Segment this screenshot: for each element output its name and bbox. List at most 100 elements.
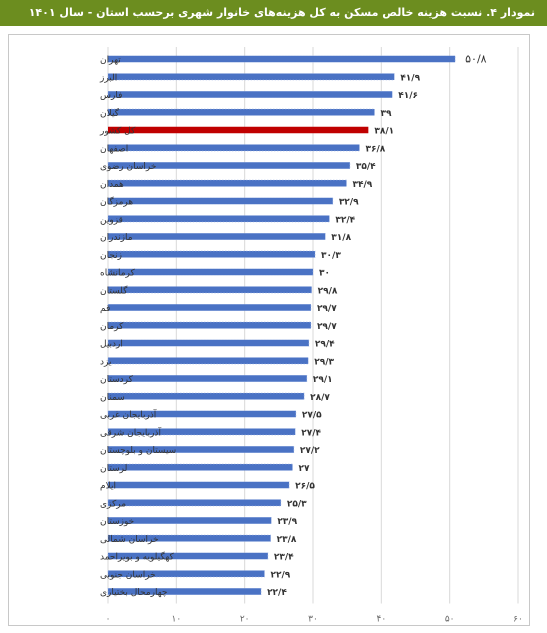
bar (107, 197, 334, 205)
value-label: ۳۲/۴ (335, 215, 355, 225)
category-label: اصفهان (100, 144, 128, 154)
bar (107, 428, 296, 436)
bar (107, 463, 293, 471)
bar (107, 445, 295, 454)
bar (107, 215, 330, 223)
value-label: ۲۶/۵ (295, 482, 315, 492)
value-label: ۲۹/۷ (317, 322, 337, 332)
category-label: ایلام (100, 482, 116, 492)
bar (107, 570, 265, 578)
bar (107, 108, 375, 116)
category-label: خراسان رضوی (100, 162, 156, 172)
category-label: لرستان (100, 464, 127, 474)
bar (107, 286, 312, 294)
value-label: ۲۲/۴ (267, 588, 287, 598)
value-label: ۳۰/۳ (321, 251, 341, 261)
bar (107, 481, 290, 489)
value-label: ۲۳/۸ (277, 535, 297, 545)
value-label: ۲۵/۳ (287, 499, 307, 509)
value-label: ۳۴/۹ (352, 180, 372, 190)
category-label: مازندران (100, 233, 133, 243)
bar (107, 357, 309, 365)
category-label: تهران (100, 56, 121, 66)
x-tick-label: ۲۰ (240, 615, 250, 625)
value-label: ۲۳/۹ (277, 517, 297, 527)
value-label: ۲۹/۳ (314, 357, 334, 367)
bar (107, 587, 262, 596)
category-label: زنجان (100, 251, 122, 261)
x-tick-label: ۵۰ (445, 615, 455, 625)
category-label: مرکزی (100, 499, 126, 509)
bar (107, 392, 305, 400)
value-label: ۲۷ (299, 464, 310, 474)
bar (107, 534, 271, 542)
category-label: همدان (100, 180, 124, 190)
category-label: خراسان جنوبی (100, 570, 156, 580)
bar (107, 339, 310, 347)
category-label: آذربایجان غربی (100, 409, 157, 421)
category-label: چهارمحال بختیاری (100, 588, 167, 598)
value-label: ۲۲/۹ (270, 570, 290, 580)
category-label: سمنان (100, 393, 125, 403)
bar-chart: ۰ ۱۰ ۲۰ ۳۰ ۴۰ ۵۰ ۶۰ تهران ۵۰/۸ البرز ۴۱/۹ فارس ۴۱/۶ گ… (99, 47, 523, 625)
value-label: ۴۱/۶ (398, 91, 418, 101)
x-tick-label: ۶۰ (513, 615, 523, 625)
value-label: ۴۱/۹ (400, 73, 420, 83)
bar-highlight (108, 126, 369, 134)
bar (107, 90, 393, 99)
value-label: ۲۷/۴ (301, 428, 321, 438)
bar (107, 268, 314, 276)
bar (107, 410, 297, 418)
x-tick-label: ۳۰ (308, 615, 318, 625)
value-label: ۵۰/۸ (465, 53, 487, 66)
category-label: گیلان (100, 107, 120, 119)
category-label: کل کشور (99, 127, 136, 137)
bar (107, 374, 308, 383)
bar (107, 161, 351, 170)
chart-title: نمودار ۴. نسبت هزینه خالص مسکن به کل هزی… (0, 0, 547, 26)
category-label: کرمان (100, 322, 124, 332)
category-label: سیستان و بلوچستان (100, 446, 176, 456)
category-label: یزد (100, 357, 112, 367)
category-label: البرز (99, 73, 117, 83)
bar (107, 303, 312, 312)
bar (107, 232, 326, 241)
category-label: کرمانشاه (100, 269, 136, 279)
category-label: قزوین (100, 215, 123, 225)
bar (107, 516, 272, 525)
bar (107, 73, 395, 81)
value-label: ۲۹/۴ (315, 340, 335, 350)
value-label: ۳۸/۱ (374, 127, 394, 137)
bar (107, 179, 347, 187)
x-tick-label: ۰ (106, 615, 111, 625)
value-label: ۲۷/۲ (300, 446, 320, 456)
x-tick-label: ۱۰ (171, 615, 181, 625)
value-label: ۲۹/۸ (318, 286, 338, 296)
bar (107, 552, 269, 560)
bar (107, 55, 456, 63)
value-label: ۲۸/۷ (310, 393, 330, 403)
value-label: ۳۶/۸ (365, 144, 385, 154)
category-label: خوزستان (100, 517, 134, 527)
category-label: اردبیل (100, 340, 123, 350)
category-label: قم (100, 304, 110, 314)
bar (107, 321, 312, 329)
value-label: ۳۵/۴ (356, 162, 376, 172)
value-label: ۳۲/۹ (339, 198, 359, 208)
category-label: کهگیلویه و بویراحمد (100, 551, 174, 563)
value-label: ۲۷/۵ (302, 411, 322, 421)
bar (107, 144, 360, 152)
value-label: ۲۹/۷ (317, 304, 337, 314)
bar (107, 250, 316, 258)
category-label: گلستان (100, 284, 128, 296)
x-tick-label: ۴۰ (376, 615, 386, 625)
chart-frame: ۰ ۱۰ ۲۰ ۳۰ ۴۰ ۵۰ ۶۰ تهران ۵۰/۸ البرز ۴۱/۹ فارس ۴۱/۶ گ… (8, 34, 530, 626)
value-label: ۲۹/۱ (313, 375, 333, 385)
category-label: هرمزگان (100, 196, 133, 208)
category-label: آذربایجان شرقی (100, 426, 161, 438)
category-label: فارس (100, 91, 122, 101)
value-label: ۳۱/۸ (331, 233, 351, 243)
category-label: خراسان شمالی (100, 535, 159, 545)
bar (107, 499, 282, 507)
value-label: ۳۰ (319, 269, 330, 279)
